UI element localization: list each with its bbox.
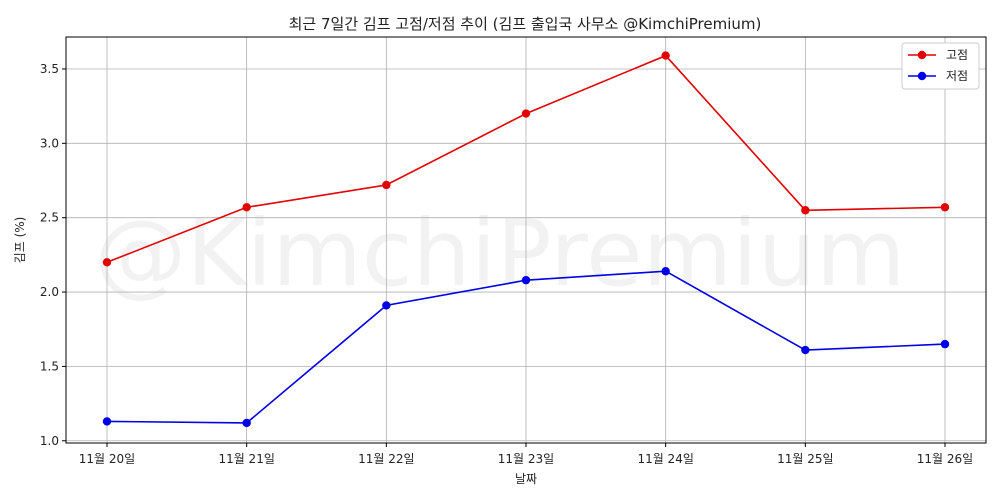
data-point: [102, 258, 112, 267]
x-tick-label: 11월 22일: [358, 452, 414, 466]
data-point: [521, 109, 531, 118]
chart-title: 최근 7일간 김프 고점/저점 추이 (김프 출입국 사무소 @KimchiPr…: [289, 15, 762, 33]
y-axis-label: 김프 (%): [13, 217, 27, 264]
x-tick-label: 11월 24일: [637, 452, 693, 466]
data-point: [382, 180, 391, 190]
data-point: [801, 345, 810, 355]
x-tick-label: 11월 23일: [498, 452, 554, 466]
data-point: [102, 417, 112, 426]
data-point: [521, 275, 531, 285]
data-point: [242, 418, 251, 428]
legend-marker: [917, 50, 927, 60]
data-point: [801, 206, 810, 215]
legend-marker: [917, 71, 927, 81]
legend-label: 저점: [946, 69, 968, 83]
x-tick-label: 11월 26일: [917, 452, 973, 466]
data-point: [382, 301, 391, 310]
y-tick-label: 1.5: [40, 359, 59, 373]
data-point: [661, 51, 670, 60]
x-axis-label: 날짜: [515, 472, 537, 486]
y-tick-label: 2.0: [40, 285, 59, 299]
y-axis-ticks: 1.0 1.5 2.0 2.5 3.0 3.5: [40, 62, 66, 448]
x-tick-label: 11월 25일: [777, 452, 833, 466]
data-point: [940, 203, 950, 212]
y-tick-label: 1.0: [40, 434, 59, 448]
series-points: [102, 51, 950, 428]
data-point: [940, 339, 950, 349]
y-tick-label: 3.0: [40, 136, 59, 150]
x-tick-label: 11월 20일: [79, 452, 135, 466]
y-tick-label: 2.5: [40, 211, 59, 225]
watermark: @KimchiPremium: [94, 200, 905, 307]
x-tick-label: 11월 21일: [218, 452, 274, 466]
data-point: [242, 203, 251, 212]
legend-label: 고점: [946, 48, 968, 62]
data-point: [661, 267, 670, 276]
y-tick-label: 3.5: [40, 62, 59, 76]
x-axis-ticks: 11월 20일 11월 21일 11월 22일 11월 23일 11월 24일 11월 2…: [79, 443, 973, 466]
